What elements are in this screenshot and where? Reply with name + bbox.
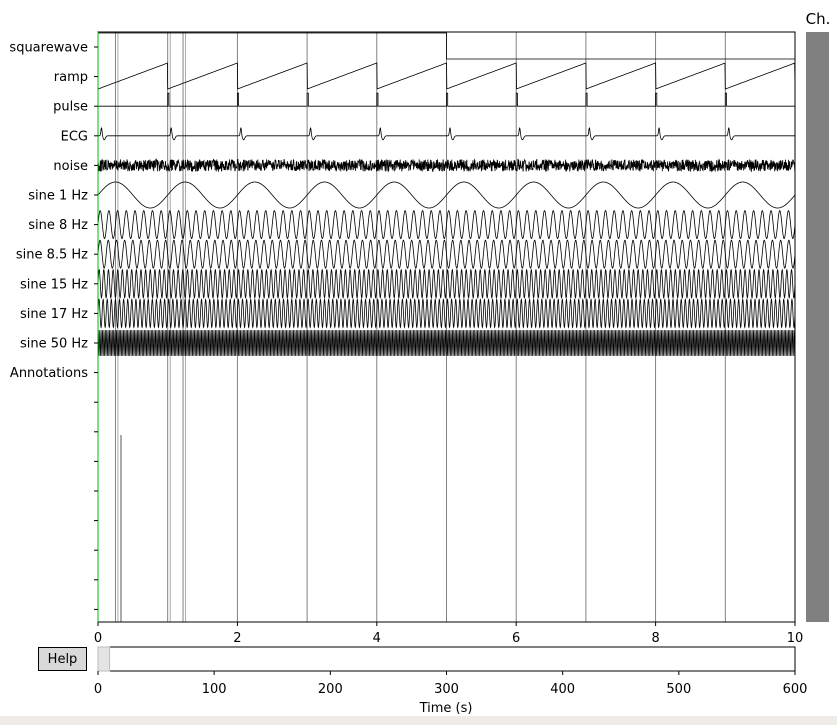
overview-xlabel: Time (s) [419,701,473,716]
trace-sine [97,329,796,357]
channel-label[interactable]: squarewave [9,41,88,56]
channel-labels: squarewave ramp pulse ECG noise sine 1 Hz sine… [9,41,88,382]
channel-label[interactable]: pulse [53,100,88,115]
trace-sine [97,181,796,209]
x-tick-label: 4 [373,631,381,646]
trace-sine [97,298,796,329]
channel-label[interactable]: Annotations [10,366,88,381]
channel-label[interactable]: sine 8 Hz [28,218,88,233]
channel-label[interactable]: sine 50 Hz [20,337,88,352]
window-bottom-bar [0,716,837,725]
channel-label[interactable]: sine 1 Hz [28,189,88,204]
trace-noise [97,157,796,173]
channel-scrollbar[interactable] [806,32,829,622]
x-tick-label: 0 [94,631,102,646]
x-tick-label: 2 [233,631,241,646]
overview-tick-label: 500 [666,682,691,697]
time-axis-ticks: 0 2 4 6 8 10 [94,622,803,646]
trace-squarewave [98,32,795,60]
x-tick-label: 10 [787,631,804,646]
channel-label[interactable]: ECG [61,129,88,144]
overview-tick-label: 300 [434,682,459,697]
trace-pulse [98,92,795,107]
overview-view-window[interactable] [97,646,111,672]
overview-bar[interactable] [97,646,796,672]
overview-tick-label: 100 [202,682,227,697]
trace-sine [97,239,796,269]
overview-tick-label: 200 [318,682,343,697]
x-tick-label: 8 [651,631,659,646]
overview-tick-label: 400 [550,682,575,697]
signal-traces [97,32,796,357]
overview-tick-label: 0 [94,682,102,697]
channel-scrollbar-title: Ch. [806,10,831,28]
trace-sine [97,268,796,299]
trace-ecg [98,127,795,141]
overview-axis-ticks: 0 100 200 300 400 500 600 [94,671,808,697]
channel-label[interactable]: noise [53,159,88,174]
trace-ramp [97,62,796,90]
channel-ticks [94,46,98,610]
overview-tick-label: 600 [783,682,808,697]
channel-label[interactable]: sine 8.5 Hz [16,248,88,263]
help-button[interactable]: Help [38,647,87,671]
channel-label[interactable]: sine 17 Hz [20,307,88,322]
channel-label[interactable]: sine 15 Hz [20,277,88,292]
trace-sine [97,210,796,240]
channel-label[interactable]: ramp [54,70,88,85]
x-tick-label: 6 [512,631,520,646]
